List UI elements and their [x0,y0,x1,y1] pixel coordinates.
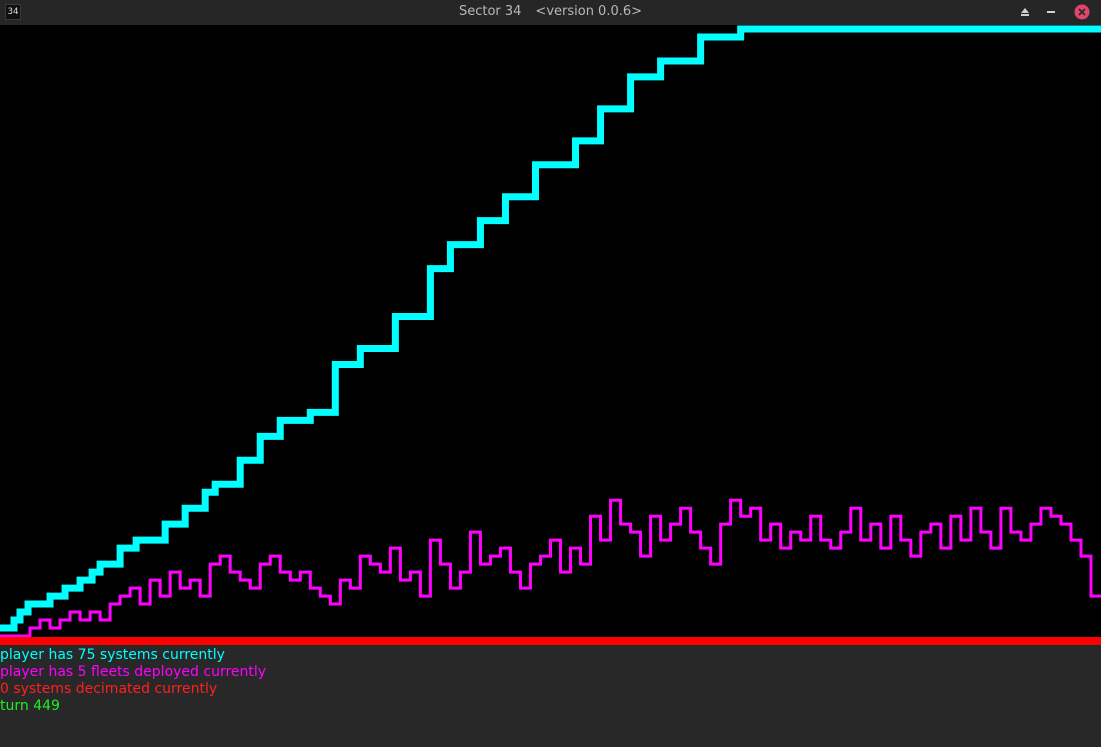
fleets-count-line: player has 5 fleets deployed currently [0,664,267,680]
title-bar: 34 Sector 34 <version 0.0.6> [0,0,1101,25]
minimize-icon[interactable] [1042,3,1060,21]
version-label: <version 0.0.6> [535,4,643,19]
close-icon[interactable] [1073,3,1091,21]
up-triangle-icon[interactable] [1016,3,1034,21]
window-title: Sector 34 <version 0.0.6> [0,4,1101,19]
decimated-count-line: 0 systems decimated currently [0,681,218,697]
history-chart-svg [0,25,1101,645]
series-systems-line [0,25,1101,632]
status-panel: player has 75 systems currently player h… [0,645,1101,747]
history-chart [0,25,1101,645]
series-fleets-line [0,498,1101,638]
series-decimated-bar [0,637,1101,645]
systems-count-line: player has 75 systems currently [0,647,225,663]
turn-counter-line: turn 449 [0,698,60,714]
app-icon: 34 [5,4,21,20]
window-title-text: Sector 34 [458,4,522,19]
